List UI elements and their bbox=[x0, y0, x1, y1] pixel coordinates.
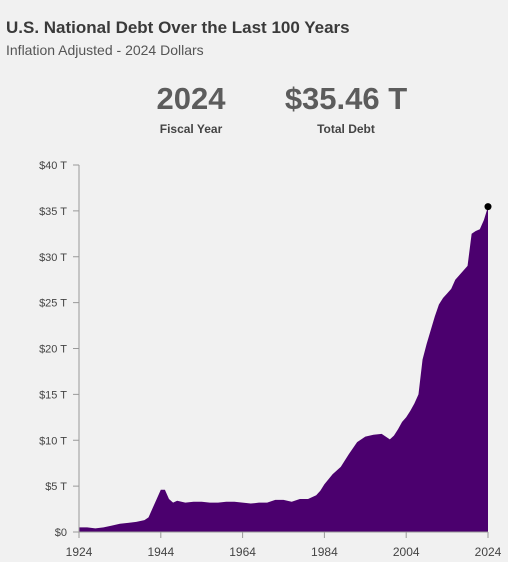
chart-title: U.S. National Debt Over the Last 100 Yea… bbox=[6, 18, 350, 37]
y-tick-label: $15 T bbox=[39, 389, 67, 401]
x-tick-label: 1944 bbox=[147, 545, 174, 559]
total-debt-value: $35.46 T bbox=[284, 81, 408, 116]
fiscal-year-kpi: 2024 Fiscal Year bbox=[140, 80, 242, 136]
x-tick-label: 2024 bbox=[475, 545, 502, 559]
y-tick-label: $10 T bbox=[39, 435, 67, 447]
y-tick-label: $25 T bbox=[39, 298, 67, 310]
x-tick-label: 1924 bbox=[66, 545, 93, 559]
y-tick-label: $30 T bbox=[39, 252, 67, 264]
y-tick-label: $40 T bbox=[39, 160, 67, 172]
debt-area-series bbox=[79, 206, 488, 532]
y-tick-label: $0 bbox=[55, 527, 67, 539]
current-value-marker bbox=[484, 203, 492, 211]
total-debt-kpi: $35.46 T Total Debt bbox=[268, 80, 424, 136]
y-tick-label: $5 T bbox=[45, 481, 67, 493]
y-tick-label: $35 T bbox=[39, 206, 67, 218]
x-tick-label: 2004 bbox=[393, 545, 420, 559]
chart-subtitle: Inflation Adjusted - 2024 Dollars bbox=[6, 42, 204, 58]
y-tick-label: $20 T bbox=[39, 344, 67, 356]
fiscal-year-value: 2024 bbox=[156, 81, 226, 116]
x-tick-label: 1964 bbox=[229, 545, 256, 559]
fiscal-year-label: Fiscal Year bbox=[159, 122, 223, 136]
x-tick-label: 1984 bbox=[311, 545, 338, 559]
total-debt-label: Total Debt bbox=[317, 122, 375, 136]
